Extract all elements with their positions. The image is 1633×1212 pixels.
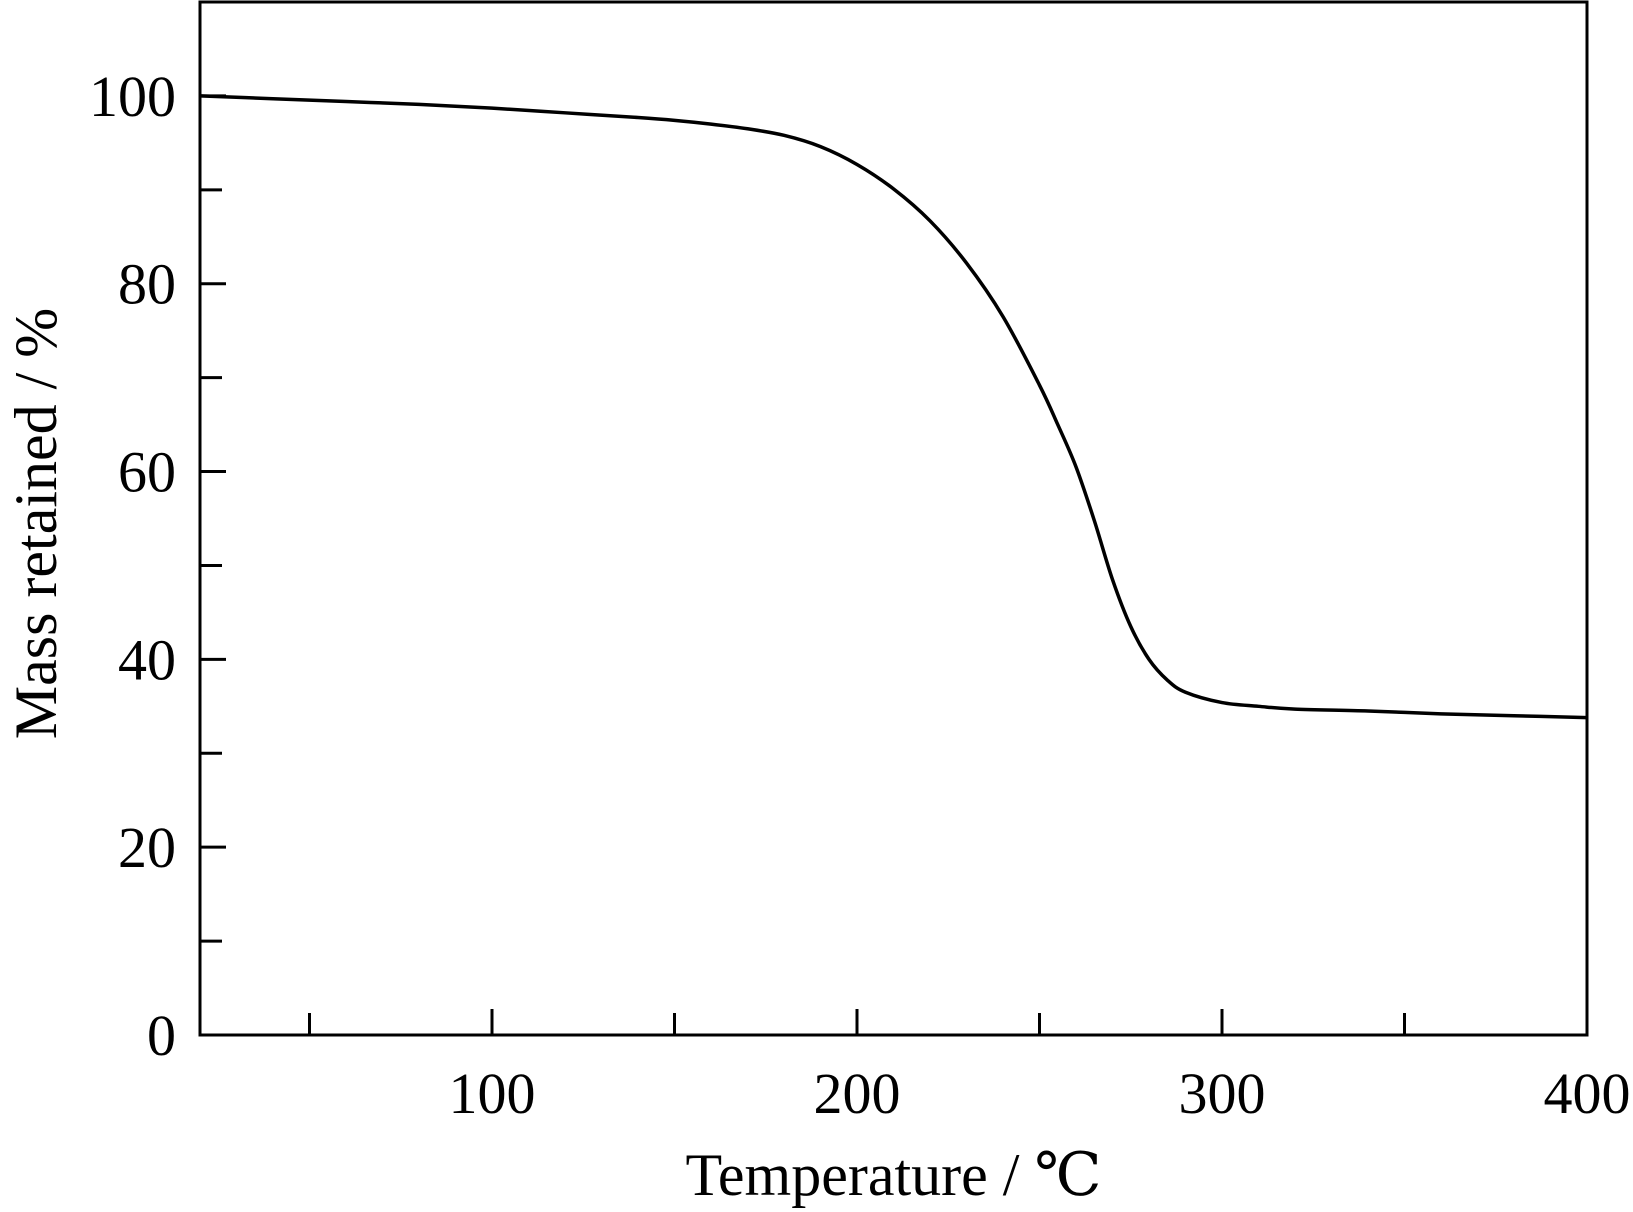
x-tick-label: 200 bbox=[814, 1061, 901, 1126]
y-tick-label: 60 bbox=[118, 440, 176, 505]
series bbox=[199, 94, 1588, 720]
series-line-0 bbox=[199, 94, 1588, 720]
x-tick-label: 100 bbox=[449, 1061, 536, 1126]
x-tick-label: 300 bbox=[1179, 1061, 1266, 1126]
tick-labels: 100 200 300 400 0 20 40 60 80 100 bbox=[89, 64, 1631, 1126]
y-tick-label: 100 bbox=[89, 64, 176, 129]
ticks bbox=[200, 94, 1589, 1037]
plot-frame bbox=[198, 0, 1589, 1037]
y-tick-label: 20 bbox=[118, 815, 176, 880]
y-axis-title: Mass retained / % bbox=[3, 308, 69, 740]
x-tick-label: 400 bbox=[1544, 1061, 1631, 1126]
y-tick-label: 80 bbox=[118, 252, 176, 317]
x-axis-title: Temperature / ℃ bbox=[685, 1142, 1101, 1208]
y-tick-label: 0 bbox=[147, 1003, 176, 1068]
axes bbox=[198, 0, 1589, 1037]
y-tick-label: 40 bbox=[118, 627, 176, 692]
